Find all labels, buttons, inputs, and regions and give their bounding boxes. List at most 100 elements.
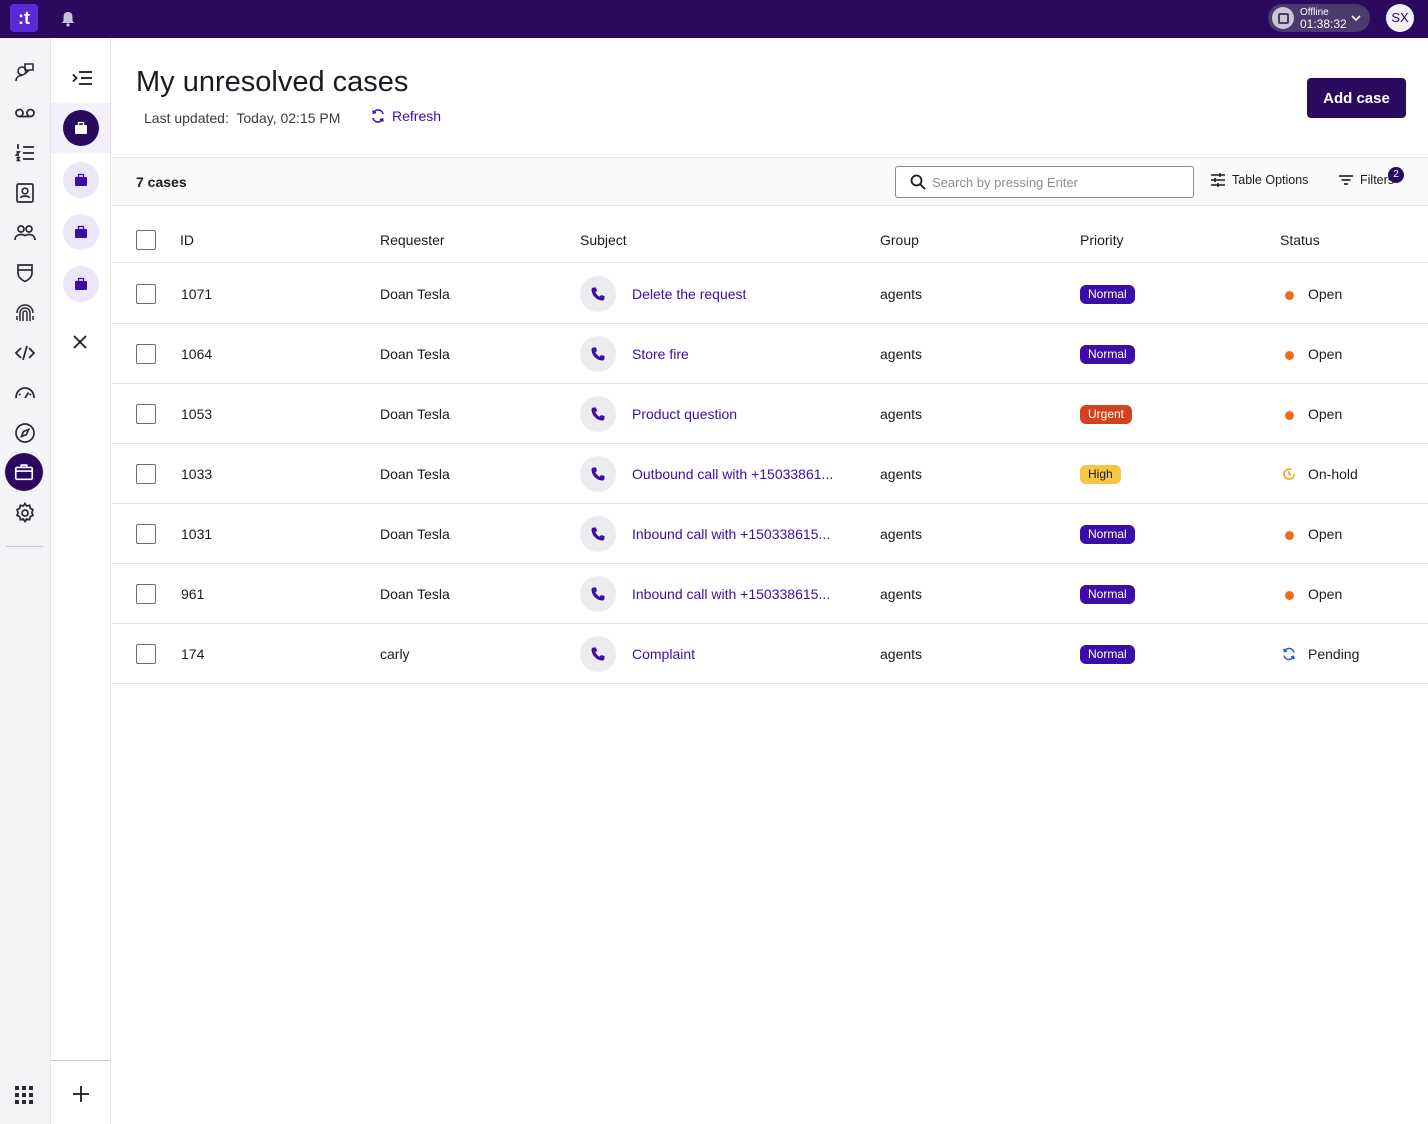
row-checkbox[interactable] [136, 524, 156, 544]
case-subject-link[interactable]: Outbound call with +15033861... [632, 466, 834, 482]
table-row[interactable]: 1053 Doan Tesla Product question agents Urge… [112, 384, 1428, 444]
user-avatar[interactable]: SX [1386, 4, 1414, 32]
close-icon[interactable] [71, 333, 89, 351]
last-updated-value: Today, 02:15 PM [236, 110, 341, 126]
table-row[interactable]: 174 carly Complaint agents Normal Pending [112, 624, 1428, 684]
case-tab-4[interactable] [51, 259, 110, 309]
bell-icon[interactable] [58, 9, 78, 29]
gear-icon[interactable] [13, 501, 37, 525]
case-status: Pending [1308, 646, 1360, 662]
code-icon[interactable] [13, 341, 37, 365]
phone-channel-icon [580, 276, 616, 312]
last-updated-label: Last updated: [144, 110, 229, 126]
rail-item-cases[interactable] [5, 453, 43, 491]
case-subject-link[interactable]: Complaint [632, 646, 696, 662]
case-id[interactable]: 1033 [181, 466, 213, 482]
column-header-requester[interactable]: Requester [380, 232, 445, 248]
priority-badge: Normal [1080, 645, 1135, 664]
shield-icon[interactable] [13, 261, 37, 285]
table-row[interactable]: 1071 Doan Tesla Delete the request agents No… [112, 264, 1428, 324]
search-input[interactable] [932, 174, 1172, 190]
case-requester: carly [380, 646, 410, 662]
add-case-button[interactable]: Add case [1307, 78, 1406, 118]
users-group-icon[interactable] [13, 221, 37, 245]
case-group: agents [880, 466, 923, 482]
column-header-status[interactable]: Status [1280, 232, 1320, 248]
table-options-label: Table Options [1232, 173, 1309, 187]
presence-timer: 01:38:32 [1300, 16, 1347, 31]
case-subject-link[interactable]: Store fire [632, 346, 689, 362]
fingerprint-icon[interactable] [13, 301, 37, 325]
case-subject-link[interactable]: Product question [632, 406, 738, 422]
table-row[interactable]: 961 Doan Tesla Inbound call with +15033861… [112, 564, 1428, 624]
rail-divider [6, 546, 43, 547]
case-tab-2[interactable] [51, 155, 110, 205]
case-subject-link[interactable]: Inbound call with +150338615... [632, 526, 831, 542]
row-checkbox[interactable] [136, 344, 156, 364]
case-id[interactable]: 1053 [181, 406, 213, 422]
case-group: agents [880, 526, 923, 542]
column-header-priority[interactable]: Priority [1080, 232, 1124, 248]
case-id[interactable]: 961 [181, 586, 205, 602]
presence-status-label: Offline [1300, 6, 1329, 18]
table-row[interactable]: 1033 Doan Tesla Outbound call with +150338… [112, 444, 1428, 504]
speedometer-icon[interactable] [13, 381, 37, 405]
priority-badge: High [1080, 465, 1121, 484]
plus-icon[interactable] [71, 1084, 91, 1104]
case-subject-link[interactable]: Delete the request [632, 286, 747, 302]
case-subject-link[interactable]: Inbound call with +150338615... [632, 586, 831, 602]
app-logo[interactable]: :t [10, 4, 38, 32]
open-status-dot [1285, 351, 1294, 360]
phone-channel-icon [580, 636, 616, 672]
filters-label: Filters [1360, 173, 1395, 187]
row-checkbox[interactable] [136, 644, 156, 664]
case-group: agents [880, 346, 923, 362]
last-updated: Last updated: Today, 02:15 PM [144, 110, 340, 126]
phone-channel-icon [580, 516, 616, 552]
phone-channel-icon [580, 336, 616, 372]
phone-channel-icon [580, 456, 616, 492]
case-tab-1[interactable] [51, 103, 110, 153]
table-row[interactable]: 1064 Doan Tesla Store fire agents Normal Open [112, 324, 1428, 384]
case-id[interactable]: 174 [181, 646, 205, 662]
app-launcher-grid-icon[interactable] [15, 1086, 33, 1104]
case-id[interactable]: 1031 [181, 526, 213, 542]
table-options-button[interactable]: Table Options [1210, 172, 1308, 188]
refresh-button[interactable]: Refresh [370, 108, 441, 124]
presence-status-toggle[interactable]: Offline 01:38:32 [1268, 4, 1370, 32]
voicemail-icon[interactable] [13, 101, 37, 125]
contacts-book-icon[interactable] [13, 181, 37, 205]
row-checkbox[interactable] [136, 284, 156, 304]
collapse-menu-icon[interactable] [71, 68, 93, 88]
briefcase-icon [74, 225, 87, 238]
briefcase-icon [74, 277, 87, 290]
priority-badge: Normal [1080, 525, 1135, 544]
agent-chat-icon[interactable] [13, 60, 37, 84]
case-id[interactable]: 1071 [181, 286, 213, 302]
open-status-dot [1285, 291, 1294, 300]
compass-icon[interactable] [13, 421, 37, 445]
case-requester: Doan Tesla [380, 286, 450, 302]
column-header-subject[interactable]: Subject [580, 232, 627, 248]
row-checkbox[interactable] [136, 464, 156, 484]
phone-channel-icon [580, 576, 616, 612]
priority-badge: Normal [1080, 285, 1135, 304]
case-count: 7 cases [136, 174, 187, 190]
main-content: My unresolved cases Last updated: Today,… [112, 38, 1428, 1124]
filters-button[interactable]: Filters [1338, 172, 1394, 188]
priority-badge: Normal [1080, 585, 1135, 604]
select-all-checkbox[interactable] [136, 230, 156, 250]
priority-badge: Normal [1080, 345, 1135, 364]
case-group: agents [880, 406, 923, 422]
column-header-group[interactable]: Group [880, 232, 919, 248]
column-header-id[interactable]: ID [180, 232, 194, 248]
ordered-list-icon[interactable] [13, 141, 37, 165]
case-requester: Doan Tesla [380, 466, 450, 482]
case-id[interactable]: 1064 [181, 346, 213, 362]
case-tab-3[interactable] [51, 207, 110, 257]
row-checkbox[interactable] [136, 404, 156, 424]
top-bar: :t Offline 01:38:32 SX [0, 0, 1428, 38]
briefcase-icon [14, 464, 34, 481]
table-row[interactable]: 1031 Doan Tesla Inbound call with +1503386… [112, 504, 1428, 564]
row-checkbox[interactable] [136, 584, 156, 604]
